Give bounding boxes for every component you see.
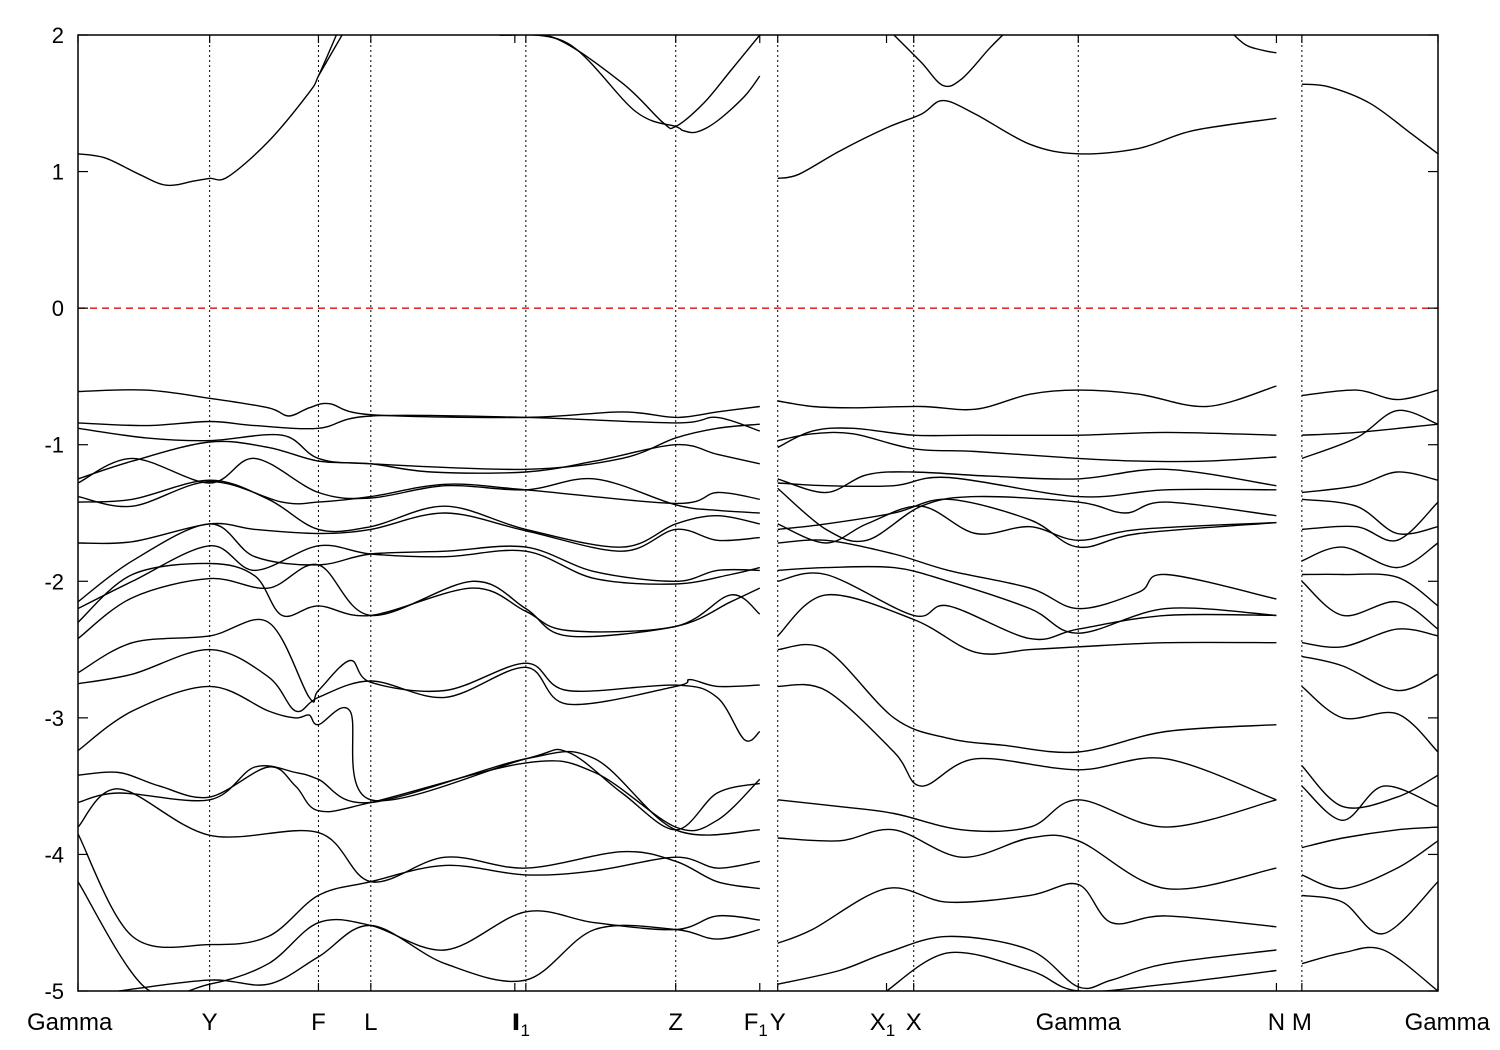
band-line-44 bbox=[777, 828, 1277, 890]
band-line-4 bbox=[777, 99, 1277, 180]
band-line-64 bbox=[1301, 881, 1438, 935]
band-line-56 bbox=[1301, 580, 1438, 630]
band-line-9 bbox=[78, 414, 761, 432]
band-line-47 bbox=[886, 951, 1277, 991]
band-line-36 bbox=[777, 498, 1277, 549]
kpoint-label: I1 bbox=[514, 1009, 530, 1040]
y-tick-label: 1 bbox=[52, 160, 64, 185]
band-line-17 bbox=[78, 544, 760, 610]
band-line-26 bbox=[78, 833, 760, 949]
band-line-65 bbox=[1301, 946, 1438, 991]
band-line-53 bbox=[1301, 501, 1438, 542]
y-tick-label: 0 bbox=[52, 296, 64, 321]
kpoint-label: Y bbox=[202, 1009, 218, 1036]
kpoint-label: Gamma bbox=[1405, 1009, 1491, 1036]
band-line-58 bbox=[1301, 655, 1438, 692]
band-line-8 bbox=[78, 389, 760, 419]
kpoint-label: F1 bbox=[744, 1009, 768, 1040]
band-line-38 bbox=[777, 565, 1277, 634]
band-line-1 bbox=[317, 35, 343, 77]
band-line-63 bbox=[1301, 840, 1438, 890]
band-line-45 bbox=[777, 882, 1277, 944]
kpoint-label: I bbox=[511, 1009, 518, 1036]
band-line-11 bbox=[78, 440, 760, 480]
band-line-61 bbox=[1301, 785, 1438, 822]
kpoint-label: F bbox=[311, 1009, 326, 1036]
y-tick-label: -3 bbox=[44, 706, 64, 731]
band-line-33 bbox=[777, 476, 1277, 498]
band-line-20 bbox=[78, 618, 761, 742]
band-line-5 bbox=[893, 35, 1004, 88]
band-line-18 bbox=[78, 562, 761, 633]
y-tick-label: -4 bbox=[44, 842, 64, 867]
band-line-52 bbox=[1301, 498, 1438, 535]
band-line-39 bbox=[777, 572, 1277, 641]
band-line-19 bbox=[78, 563, 761, 640]
band-line-24 bbox=[78, 750, 760, 836]
band-line-22 bbox=[78, 685, 760, 831]
band-line-54 bbox=[1301, 542, 1438, 569]
band-line-34 bbox=[777, 487, 1277, 543]
band-line-32 bbox=[777, 468, 1277, 494]
band-line-31 bbox=[777, 427, 1277, 449]
band-line-16 bbox=[78, 523, 760, 603]
kpoint-label: M bbox=[1292, 1009, 1312, 1036]
kpoint-label: Z bbox=[668, 1009, 683, 1036]
band-line-15 bbox=[78, 512, 760, 552]
band-line-25 bbox=[78, 788, 760, 890]
band-line-23 bbox=[78, 760, 761, 832]
kpoint-label: Y bbox=[770, 1009, 786, 1036]
plot-frame bbox=[77, 34, 1439, 992]
kpoint-label: N bbox=[1268, 1009, 1285, 1036]
band-line-3 bbox=[499, 35, 761, 134]
band-line-55 bbox=[1301, 573, 1438, 607]
band-line-27 bbox=[78, 881, 760, 991]
band-line-49 bbox=[1301, 423, 1438, 436]
kpoint-label: Gamma bbox=[1036, 1009, 1122, 1036]
y-tick-label: -2 bbox=[44, 569, 64, 594]
band-line-35 bbox=[777, 505, 1277, 544]
band-line-14 bbox=[78, 479, 760, 548]
band-line-59 bbox=[1301, 685, 1438, 753]
band-line-40 bbox=[777, 593, 1277, 655]
band-line-51 bbox=[1301, 471, 1438, 494]
band-line-62 bbox=[1301, 826, 1438, 849]
band-line-29 bbox=[777, 385, 1277, 411]
kpoint-label: Gamma bbox=[27, 1009, 113, 1036]
band-line-30 bbox=[777, 431, 1277, 463]
band-line-6 bbox=[1233, 35, 1277, 54]
band-line-60 bbox=[1301, 765, 1438, 809]
band-line-28 bbox=[118, 924, 760, 991]
band-line-57 bbox=[1301, 628, 1438, 649]
band-line-21 bbox=[78, 648, 760, 713]
band-line-2 bbox=[499, 35, 761, 130]
band-lines bbox=[78, 35, 1438, 991]
band-line-13 bbox=[78, 480, 760, 508]
band-line-46 bbox=[777, 935, 1277, 990]
band-line-42 bbox=[777, 683, 1277, 801]
y-tick-label: -5 bbox=[44, 979, 64, 1004]
y-tick-label: -1 bbox=[44, 433, 64, 458]
band-line-50 bbox=[1301, 409, 1438, 460]
kpoint-label: X1 bbox=[870, 1009, 895, 1040]
band-line-48 bbox=[1301, 389, 1438, 401]
kpoint-label: X bbox=[906, 1009, 922, 1036]
band-line-10 bbox=[78, 423, 760, 471]
y-tick-label: 2 bbox=[52, 23, 64, 48]
y-axis: 2 1 0 -1 -2 -3 -4 -5 bbox=[44, 23, 1438, 1004]
kpoint-divider-lines bbox=[209, 35, 1303, 991]
x-axis: Gamma Y F L II1 Z F1 Y X1 X Gamma N M Gamma bbox=[27, 35, 1491, 1040]
band-line-37 bbox=[777, 539, 1277, 610]
kpoint-label: L bbox=[364, 1009, 377, 1036]
band-line-0 bbox=[78, 35, 338, 187]
band-line-7 bbox=[1301, 83, 1438, 155]
band-line-41 bbox=[777, 643, 1277, 754]
band-line-43 bbox=[777, 799, 1277, 832]
